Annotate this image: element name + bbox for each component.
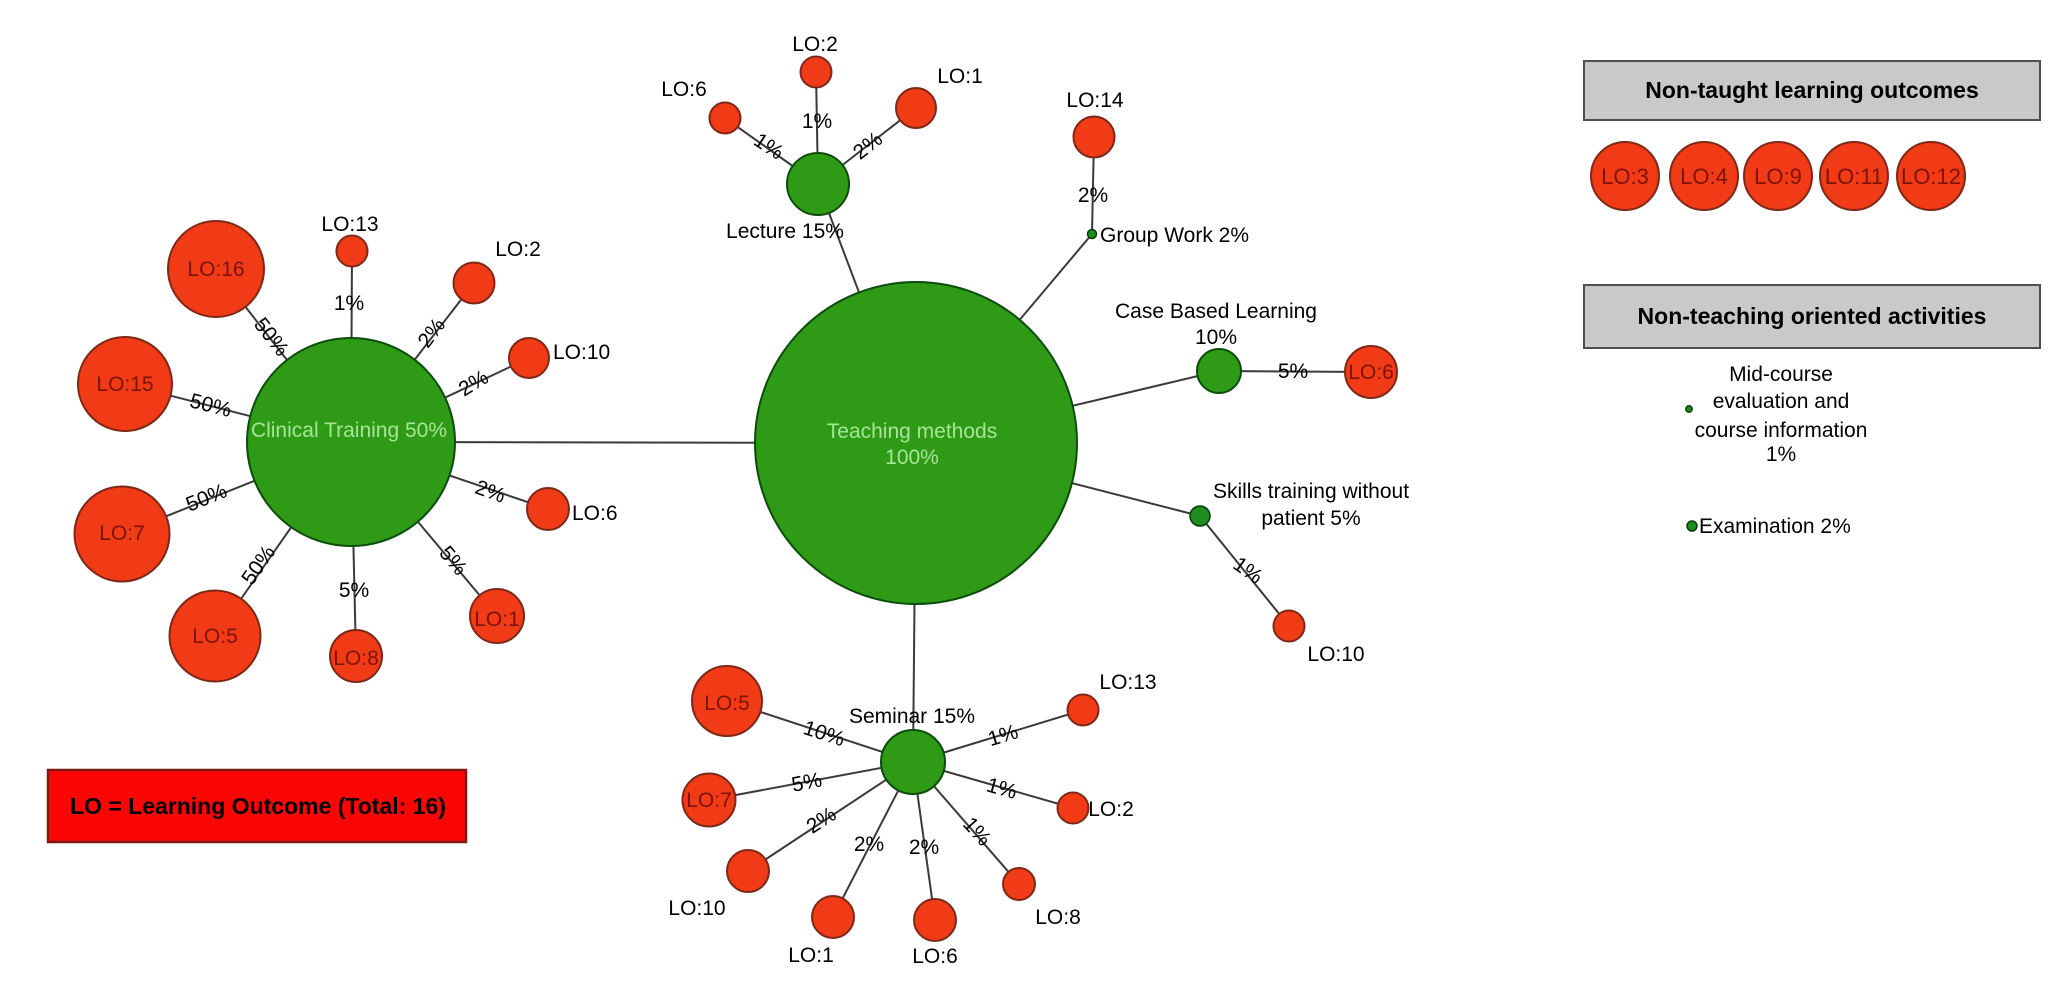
svg-text:100%: 100% [885, 446, 939, 469]
svg-text:10%: 10% [1195, 326, 1237, 349]
svg-text:LO:4: LO:4 [1680, 164, 1728, 189]
svg-text:LO:10: LO:10 [668, 897, 725, 920]
svg-text:5%: 5% [339, 579, 369, 602]
svg-text:LO:12: LO:12 [1901, 164, 1961, 189]
svg-text:LO:2: LO:2 [792, 33, 838, 56]
svg-text:LO:1: LO:1 [474, 608, 520, 631]
svg-text:1%: 1% [334, 292, 364, 315]
svg-text:Non-teaching oriented activiti: Non-teaching oriented activities [1638, 303, 1987, 329]
svg-text:LO:11: LO:11 [1825, 164, 1883, 189]
svg-text:LO:14: LO:14 [1066, 89, 1124, 112]
svg-text:Lecture 15%: Lecture 15% [726, 220, 844, 243]
svg-text:LO:3: LO:3 [1601, 164, 1649, 189]
svg-text:LO:6: LO:6 [912, 945, 958, 968]
svg-text:LO:16: LO:16 [187, 258, 244, 281]
svg-text:Mid-course: Mid-course [1729, 363, 1833, 386]
svg-text:LO:5: LO:5 [704, 692, 750, 715]
svg-text:Clinical Training 50%: Clinical Training 50% [251, 419, 447, 442]
svg-text:2%: 2% [909, 836, 939, 859]
svg-text:LO:13: LO:13 [1099, 671, 1156, 694]
svg-text:Teaching methods: Teaching methods [827, 420, 997, 443]
svg-text:patient 5%: patient 5% [1261, 507, 1360, 530]
svg-text:Seminar 15%: Seminar 15% [849, 705, 975, 728]
svg-text:LO:6: LO:6 [572, 502, 618, 525]
svg-text:course information: course information [1695, 419, 1868, 442]
svg-text:LO:13: LO:13 [321, 213, 378, 236]
svg-text:LO:7: LO:7 [686, 789, 732, 812]
svg-text:LO:15: LO:15 [96, 373, 153, 396]
svg-text:1%: 1% [802, 110, 832, 133]
svg-text:LO:7: LO:7 [99, 522, 145, 545]
svg-text:LO:8: LO:8 [1035, 906, 1081, 929]
svg-text:1%: 1% [1766, 443, 1796, 466]
svg-text:2%: 2% [1078, 184, 1108, 207]
svg-text:Skills training without: Skills training without [1213, 480, 1409, 503]
svg-text:LO:5: LO:5 [192, 625, 238, 648]
svg-text:LO:2: LO:2 [495, 238, 541, 261]
svg-text:LO:9: LO:9 [1754, 164, 1802, 189]
svg-text:LO:6: LO:6 [661, 78, 707, 101]
svg-text:Examination 2%: Examination 2% [1699, 515, 1851, 538]
svg-text:LO:10: LO:10 [553, 341, 610, 364]
svg-text:Group Work 2%: Group Work 2% [1100, 224, 1249, 247]
svg-text:Case Based Learning: Case Based Learning [1115, 300, 1317, 323]
svg-text:2%: 2% [854, 833, 884, 856]
svg-text:LO:10: LO:10 [1307, 643, 1364, 666]
svg-text:LO = Learning Outcome (Total:: LO = Learning Outcome (Total: 16) [70, 793, 446, 819]
svg-text:LO:2: LO:2 [1088, 798, 1134, 821]
svg-text:LO:8: LO:8 [333, 647, 379, 670]
svg-text:LO:1: LO:1 [937, 65, 983, 88]
svg-text:LO:6: LO:6 [1348, 361, 1394, 384]
svg-text:evaluation and: evaluation and [1713, 390, 1850, 413]
svg-text:5%: 5% [1278, 360, 1308, 383]
svg-text:5%: 5% [790, 768, 824, 796]
svg-text:LO:1: LO:1 [788, 944, 834, 967]
svg-text:Non-taught learning outcomes: Non-taught learning outcomes [1645, 77, 1979, 103]
